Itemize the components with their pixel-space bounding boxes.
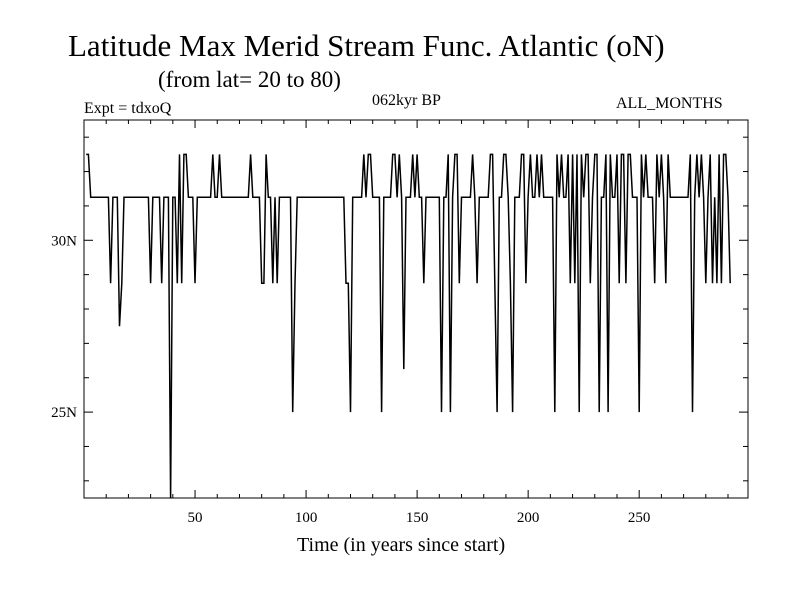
x-tick-label: 150: [406, 510, 429, 526]
chart-title: Latitude Max Merid Stream Func. Atlantic…: [68, 28, 665, 63]
series-line: [86, 153, 731, 499]
x-tick-label: 100: [295, 510, 318, 526]
x-tick-label: 50: [188, 510, 203, 526]
x-tick-label: 200: [517, 510, 540, 526]
experiment-label: Expt = tdxoQ: [84, 100, 172, 117]
y-tick-label: 25N: [51, 405, 77, 421]
chart-subtitle: (from lat= 20 to 80): [158, 67, 341, 92]
x-tick-label: 250: [628, 510, 651, 526]
y-tick-label: 30N: [51, 233, 77, 249]
months-label: ALL_MONTHS: [616, 95, 723, 112]
x-axis-label: Time (in years since start): [297, 534, 506, 556]
period-label: 062kyr BP: [372, 92, 441, 109]
